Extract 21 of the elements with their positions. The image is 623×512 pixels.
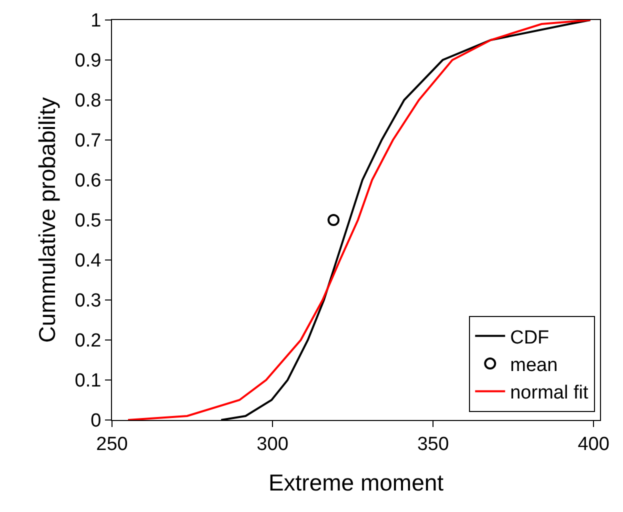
x-tick-label: 250: [96, 434, 128, 455]
legend-label: mean: [510, 354, 558, 376]
x-tick-label: 400: [578, 434, 610, 455]
x-axis-title: Extreme moment: [268, 469, 444, 496]
y-tick-label: 0: [90, 410, 102, 432]
y-axis-title: Cummulative probability: [34, 96, 60, 343]
y-tick-label: 0.1: [74, 370, 102, 392]
y-tick-label: 0.9: [74, 50, 102, 72]
legend-label: CDF: [510, 327, 550, 348]
y-tick-label: 0.3: [74, 290, 102, 312]
y-tick-label: 0.6: [74, 170, 102, 192]
y-tick-label: 0.8: [74, 90, 102, 112]
line-series: [127, 20, 592, 420]
legend-label: normal fit: [510, 382, 589, 404]
y-tick-label: 0.5: [74, 210, 102, 232]
x-tick-label: 300: [256, 434, 288, 455]
x-tick-label: 350: [417, 434, 449, 455]
y-tick-label: 0.7: [74, 130, 102, 152]
y-tick-label: 0.2: [74, 330, 102, 352]
y-tick-label: 0.4: [74, 250, 102, 272]
y-tick-label: 1: [90, 10, 102, 32]
